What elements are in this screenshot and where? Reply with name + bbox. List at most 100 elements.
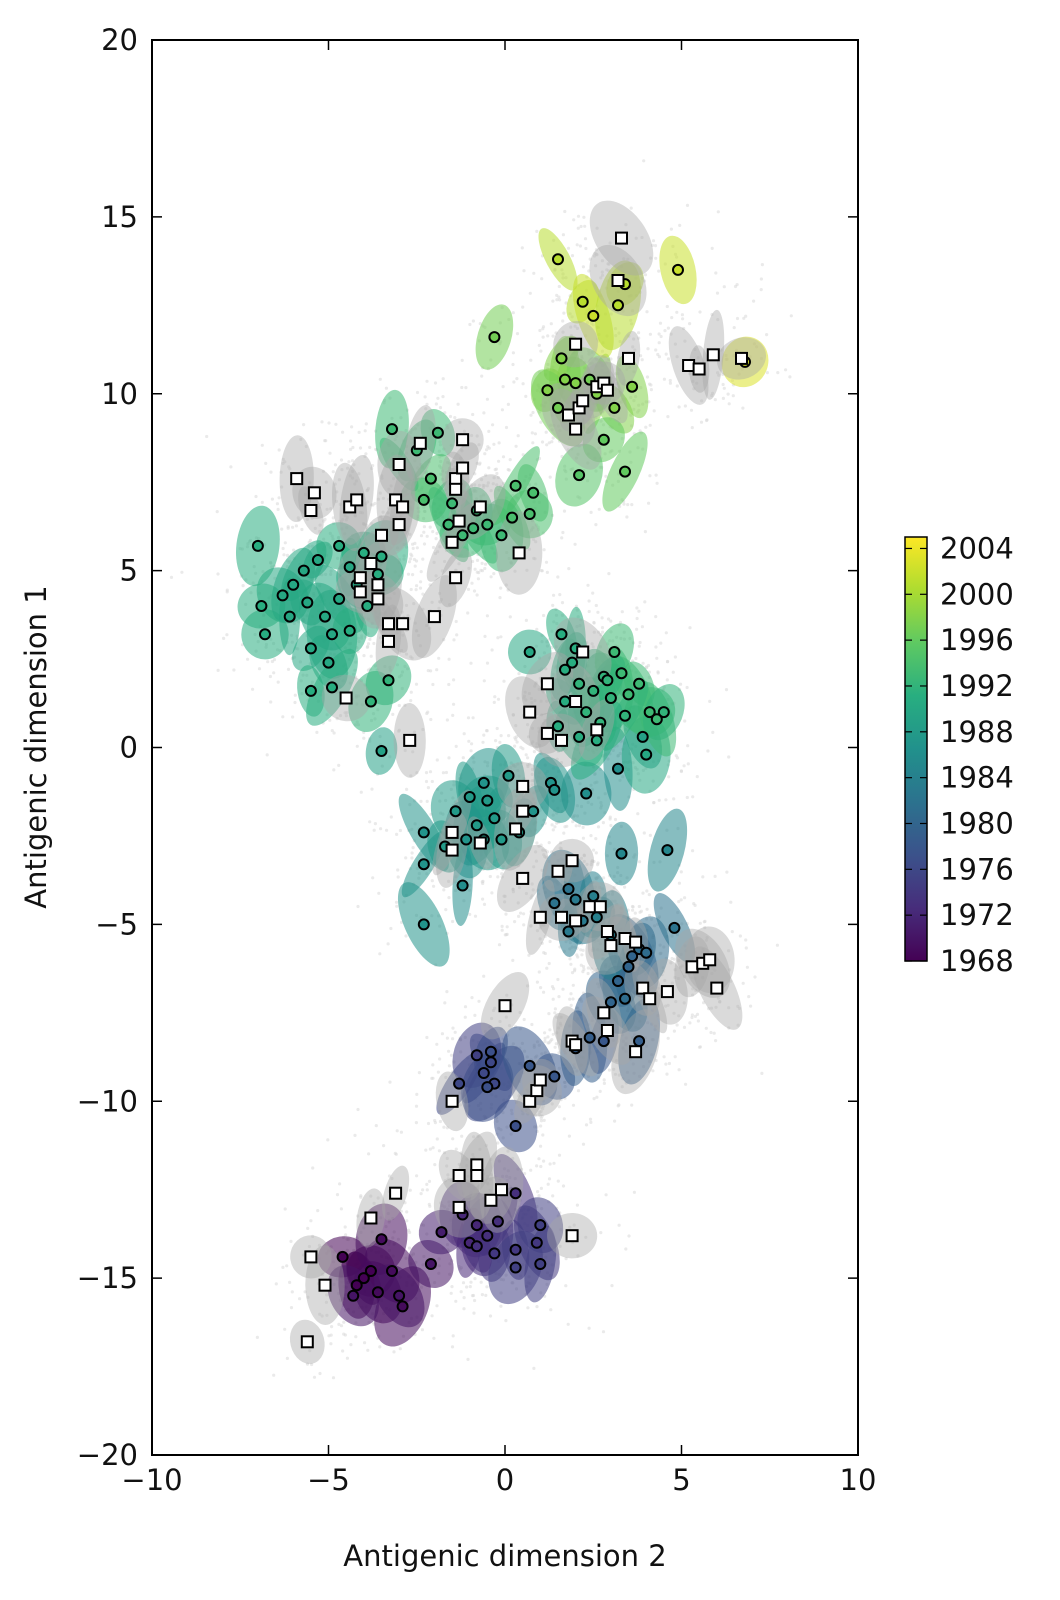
sample-dot xyxy=(441,771,445,775)
sample-dot xyxy=(655,481,659,485)
sample-dot xyxy=(429,669,433,673)
sample-dot xyxy=(560,601,565,605)
sample-dot xyxy=(482,679,486,683)
sample-dot xyxy=(325,1313,329,1317)
x-axis: −10 −5 0 5 10 xyxy=(121,40,876,1497)
sample-dot xyxy=(409,552,413,556)
virus-point xyxy=(287,578,300,591)
sample-dot xyxy=(595,226,599,230)
sample-dot xyxy=(442,1125,446,1129)
sample-dot xyxy=(468,912,472,917)
sample-dot xyxy=(492,442,496,446)
sample-dot xyxy=(435,1137,439,1141)
sample-dot xyxy=(589,834,593,838)
sample-dot xyxy=(669,961,673,965)
sample-dot xyxy=(789,314,793,318)
serum-point xyxy=(375,528,388,542)
sample-dot xyxy=(681,317,685,321)
sample-dot xyxy=(391,610,396,614)
sample-dot xyxy=(632,1190,637,1194)
serum-point xyxy=(371,578,385,592)
sample-dot xyxy=(289,1306,294,1310)
virus-point xyxy=(364,695,377,708)
sample-dot xyxy=(558,1244,562,1248)
sample-dot xyxy=(525,984,530,988)
sample-dot xyxy=(691,795,695,799)
sample-dot xyxy=(596,863,600,867)
virus-point xyxy=(534,1258,547,1270)
sample-dot xyxy=(690,1013,695,1017)
serum-point xyxy=(615,231,628,245)
sample-dot xyxy=(600,259,605,263)
sample-dot xyxy=(472,1311,476,1315)
sample-dot xyxy=(364,422,368,426)
sample-dot xyxy=(642,159,646,163)
sample-dot xyxy=(435,1304,439,1308)
serum-point xyxy=(456,433,470,447)
virus-point xyxy=(573,730,586,743)
sample-dot xyxy=(702,920,706,924)
sample-dot xyxy=(511,362,515,367)
sample-dot xyxy=(561,1184,566,1188)
sample-dot xyxy=(700,399,704,403)
serum-point xyxy=(452,1169,466,1182)
sample-dot xyxy=(599,1231,603,1235)
sample-dot xyxy=(677,1014,681,1018)
sample-dot xyxy=(641,891,645,895)
sample-dot xyxy=(453,416,457,420)
sample-dot xyxy=(443,1179,447,1183)
sample-dot xyxy=(566,1322,570,1326)
sample-dot xyxy=(308,538,312,543)
sample-dot xyxy=(485,614,489,618)
serum-point xyxy=(530,1084,544,1098)
sample-dot xyxy=(432,560,436,565)
sample-dot xyxy=(458,420,462,424)
serum-point xyxy=(353,585,367,599)
sample-dot xyxy=(691,379,695,383)
sample-dot xyxy=(654,645,658,649)
sample-dot xyxy=(677,405,681,409)
sample-dot xyxy=(364,452,368,456)
sample-dot xyxy=(531,441,535,445)
sample-dot xyxy=(438,406,443,410)
sample-dot xyxy=(594,523,598,527)
sample-dot xyxy=(276,680,280,684)
sample-dot xyxy=(551,997,555,1001)
sample-dot xyxy=(679,682,683,686)
sample-dot xyxy=(421,592,425,596)
sample-dot xyxy=(584,1235,588,1239)
sample-dot xyxy=(542,951,546,955)
y-tick-label: 0 xyxy=(120,731,138,765)
sample-dot xyxy=(586,971,590,976)
sample-dot xyxy=(382,1144,386,1148)
x-tick-label: 10 xyxy=(840,1463,877,1497)
virus-point xyxy=(548,897,561,910)
virus-point xyxy=(431,426,444,439)
serum-point xyxy=(583,900,597,914)
sample-dot xyxy=(454,619,458,624)
sample-dot xyxy=(389,926,393,931)
sample-dot xyxy=(426,786,430,790)
sample-dot xyxy=(415,1092,419,1096)
sample-dot xyxy=(572,1223,576,1227)
sample-dot xyxy=(345,711,349,715)
virus-point xyxy=(633,1035,646,1048)
sample-dot xyxy=(471,412,475,417)
sample-dot xyxy=(408,532,412,536)
sample-dot xyxy=(629,206,633,210)
sample-dot xyxy=(535,841,539,845)
serum-point xyxy=(600,925,614,938)
sample-dot xyxy=(531,740,535,744)
virus-point xyxy=(509,479,522,492)
serum-point xyxy=(555,733,568,747)
serum-point xyxy=(445,535,459,549)
sample-dot xyxy=(642,831,646,835)
virus-point xyxy=(481,1229,494,1242)
sample-dot xyxy=(472,589,477,593)
sample-dot xyxy=(400,610,404,614)
sample-dot xyxy=(397,729,401,733)
sample-dot xyxy=(424,1148,428,1152)
sample-dot xyxy=(480,561,484,566)
serum-point xyxy=(593,900,607,914)
virus-point xyxy=(587,309,600,322)
